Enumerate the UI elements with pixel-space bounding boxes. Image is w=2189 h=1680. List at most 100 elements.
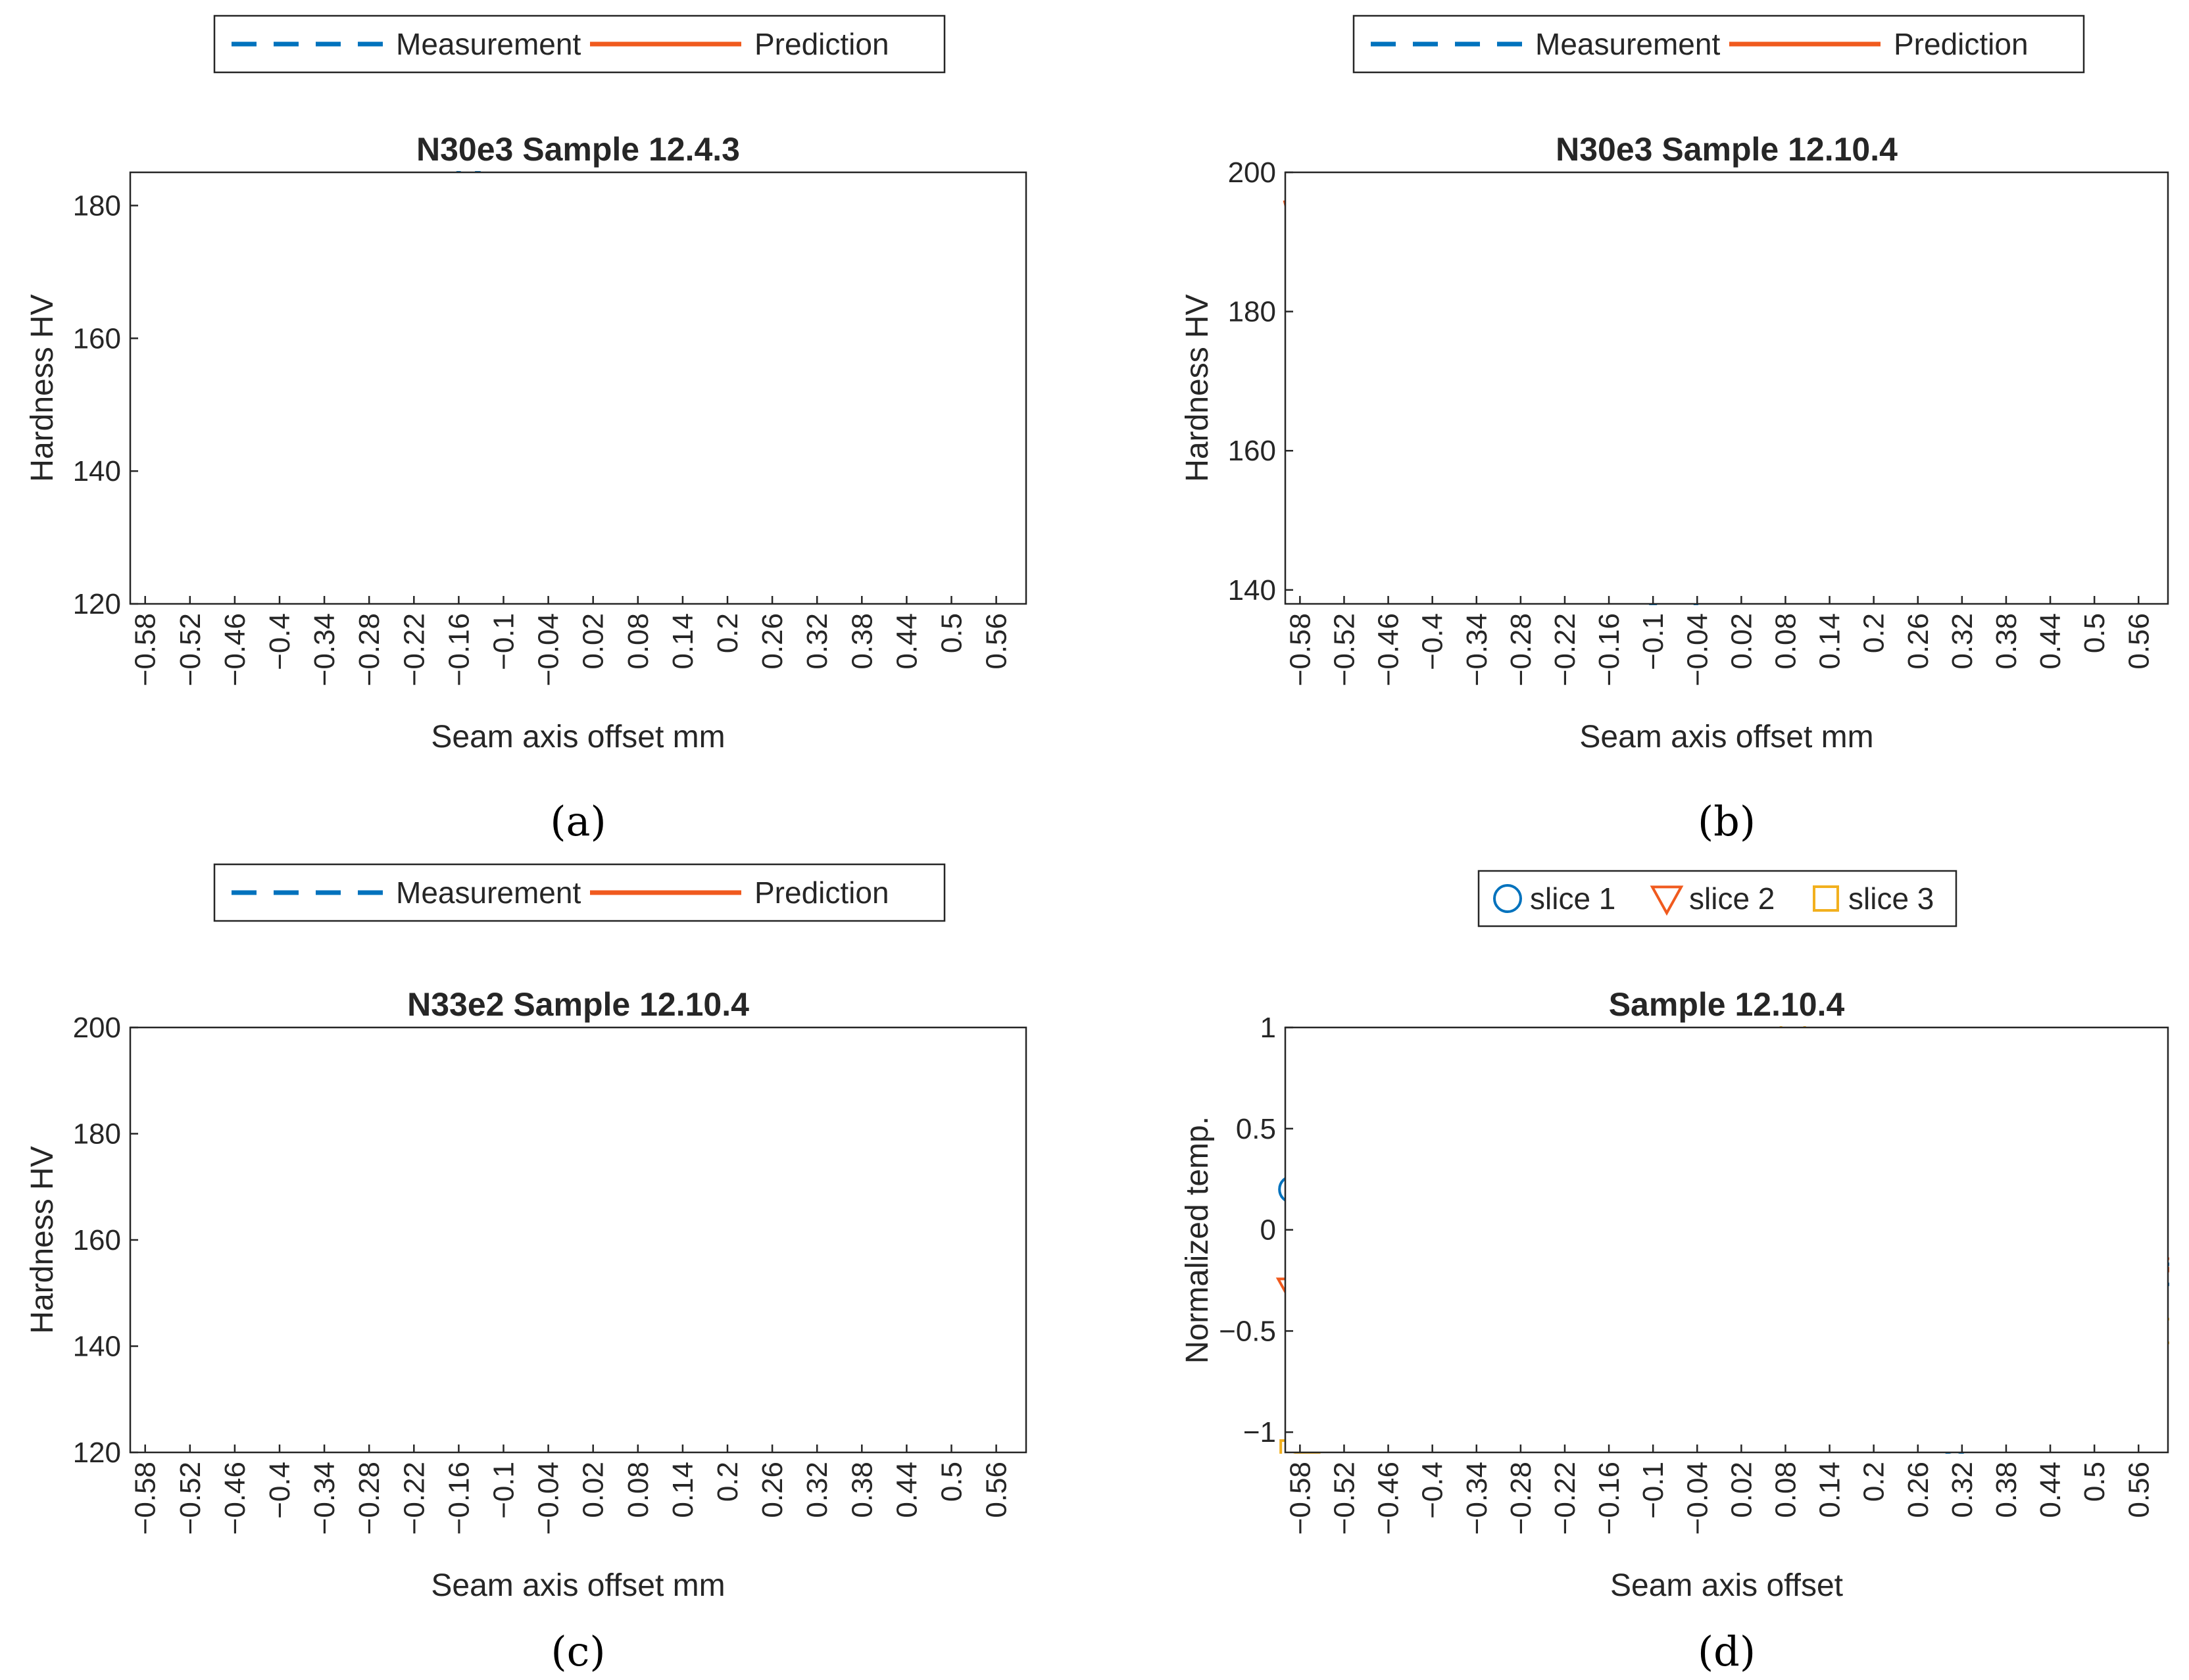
x-tick-label: 0.56: [2123, 1462, 2155, 1518]
x-tick-label: −0.1: [1637, 1462, 1669, 1519]
x-tick-label: −0.46: [219, 613, 251, 686]
x-tick-label: −0.34: [308, 1462, 341, 1535]
y-tick-label: 200: [1228, 157, 1276, 189]
x-tick-label: 0.14: [667, 613, 699, 670]
y-tick-label: 140: [1228, 574, 1276, 606]
legend-marker-slice-3: [1813, 885, 1839, 912]
x-tick-label: 0.14: [667, 1462, 699, 1518]
x-tick-label: 0.02: [1725, 613, 1758, 670]
y-tick-label: 1: [1260, 1012, 1276, 1044]
y-axis-label: Hardness HV: [1180, 294, 1215, 482]
y-tick-label: 160: [1228, 435, 1276, 467]
axes-frame: [1284, 171, 2169, 605]
legend: slice 1 slice 2 slice 3: [1477, 870, 1957, 927]
legend-label: Measurement: [396, 876, 581, 910]
panel-caption: (a): [550, 797, 606, 845]
x-tick-label: −0.4: [264, 1462, 296, 1519]
x-tick-label: 0.02: [1725, 1462, 1758, 1518]
axes-frame: [129, 171, 1027, 605]
x-tick-label: −0.34: [1461, 613, 1493, 686]
panel-d: −0.58 −0.52 −0.46 −0.4 −0.34 −0.28 −0.22 −0.16−…: [1180, 870, 2169, 1675]
panel-caption: (b): [1698, 797, 1756, 845]
legend-label: slice 1: [1530, 881, 1615, 916]
x-tick-label: 0.5: [2078, 1462, 2111, 1502]
legend: Measurement Prediction: [213, 14, 946, 74]
x-tick-label: 0.08: [622, 1462, 654, 1518]
y-axis-label: Hardness HV: [25, 294, 60, 482]
chart-title: N30e3 Sample 12.10.4: [1556, 131, 1898, 168]
x-tick-label: 0.02: [578, 613, 610, 670]
x-tick-label: 0.32: [801, 1462, 833, 1518]
x-tick-label: −0.16: [1593, 1462, 1625, 1535]
x-tick-label: 0.08: [1769, 613, 1802, 670]
panel-caption: (c): [551, 1627, 605, 1675]
x-tick-label: −0.04: [1681, 613, 1713, 686]
x-tick-label: 0.14: [1814, 1462, 1846, 1518]
x-tick-label: −0.16: [443, 613, 475, 686]
y-tick-label: 180: [73, 189, 121, 222]
y-tick-label: 140: [73, 455, 121, 487]
x-tick-label: 0.38: [1990, 613, 2023, 670]
legend-label: slice 3: [1848, 881, 1934, 916]
x-tick-label: 0.56: [2123, 613, 2155, 670]
x-tick-label: −0.34: [308, 613, 341, 686]
axes-frame: [129, 1026, 1027, 1454]
panel-a: −0.58 −0.52 −0.46 −0.4 −0.34 −0.28 −0.22 −0.16−…: [25, 14, 1027, 845]
y-tick-label: 200: [73, 1012, 121, 1044]
y-tick-label: 160: [73, 1224, 121, 1256]
x-tick-label: −0.1: [488, 613, 520, 670]
x-tick-label: −0.28: [353, 1462, 385, 1535]
x-tick-label: 0.5: [936, 613, 968, 653]
y-tick-label: 160: [73, 322, 121, 355]
axes-frame: [1284, 1026, 2169, 1454]
panel-caption: (d): [1698, 1627, 1756, 1675]
x-tick-label: −0.4: [1417, 1462, 1449, 1519]
x-tick-label: −0.22: [1549, 1462, 1581, 1535]
x-axis-label: Seam axis offset mm: [431, 1568, 725, 1603]
chart-title: Sample 12.10.4: [1609, 986, 1845, 1023]
x-tick-label: 0.44: [2034, 613, 2067, 670]
chart-title: N33e2 Sample 12.10.4: [407, 986, 749, 1023]
x-tick-label: −0.22: [398, 613, 430, 686]
legend-marker-slice-2: [1650, 885, 1684, 916]
chart-title: N30e3 Sample 12.4.3: [416, 131, 740, 168]
x-tick-label: −0.04: [533, 1462, 565, 1535]
legend-label: Measurement: [396, 27, 581, 61]
x-tick-label: 0.44: [2034, 1462, 2067, 1518]
x-tick-label: 0.38: [846, 1462, 878, 1518]
x-tick-label: 0.26: [756, 1462, 789, 1518]
x-tick-label: −0.52: [1328, 1462, 1360, 1535]
x-tick-label: 0.5: [936, 1462, 968, 1502]
x-tick-label: 0.26: [1902, 1462, 1934, 1518]
x-tick-label: −0.58: [1284, 613, 1316, 686]
x-tick-label: −0.04: [533, 613, 565, 686]
x-tick-label: 0.08: [1769, 1462, 1802, 1518]
x-tick-label: −0.04: [1681, 1462, 1713, 1535]
x-tick-label: −0.46: [1373, 1462, 1405, 1535]
x-tick-label: 0.26: [1902, 613, 1934, 670]
x-tick-label: 0.2: [1858, 1462, 1890, 1502]
y-tick-label: 120: [73, 1437, 121, 1469]
x-tick-label: 0.5: [2078, 613, 2111, 653]
x-axis-label: Seam axis offset mm: [1579, 720, 1873, 754]
x-tick-label: 0.2: [1858, 613, 1890, 653]
x-tick-label: 0.02: [578, 1462, 610, 1518]
x-tick-label: −0.34: [1461, 1462, 1493, 1535]
x-tick-label: −0.4: [264, 613, 296, 670]
x-tick-label: −0.22: [398, 1462, 430, 1535]
x-tick-label: 0.44: [891, 613, 923, 670]
x-tick-label: −0.28: [353, 613, 385, 686]
x-tick-label: −0.46: [1373, 613, 1405, 686]
x-tick-label: −0.46: [219, 1462, 251, 1535]
x-tick-label: −0.16: [1593, 613, 1625, 686]
x-tick-label: −0.52: [174, 613, 207, 686]
y-axis-label: Hardness HV: [25, 1146, 60, 1333]
legend: Measurement Prediction: [1352, 14, 2085, 74]
x-tick-label: −0.58: [130, 1462, 162, 1535]
x-tick-label: −0.1: [1637, 613, 1669, 670]
x-tick-label: 0.56: [981, 1462, 1013, 1518]
legend-label: Prediction: [1894, 27, 2029, 61]
x-tick-label: 0.56: [981, 613, 1013, 670]
x-tick-label: 0.2: [712, 613, 744, 653]
